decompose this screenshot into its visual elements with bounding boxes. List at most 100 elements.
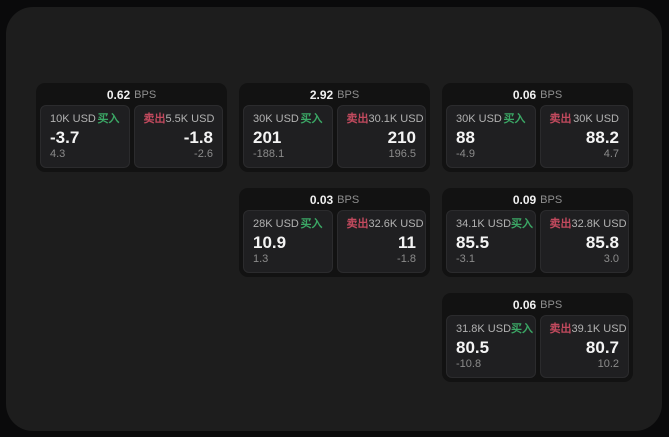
sell-delta: -1.8 (397, 253, 416, 265)
sell-side-label: 卖出 (549, 113, 572, 125)
sell-panel[interactable]: 卖出 32.8K USD 85.8 3.0 (539, 210, 629, 273)
sell-side-label: 卖出 (346, 218, 369, 230)
bps-value: 0.03 (309, 193, 334, 207)
bps-value: 0.09 (512, 193, 537, 207)
bps-header: 0.06 BPS (445, 296, 630, 314)
quote-card-body: 30K USD 买入 88 -4.9 卖出 30K USD 88.2 4.7 (445, 104, 630, 169)
sell-price: 80.7 (585, 338, 619, 357)
bps-unit-label: BPS (337, 89, 360, 101)
sell-panel[interactable]: 卖出 30.1K USD 210 196.5 (336, 105, 426, 168)
sell-price: 88.2 (585, 128, 619, 147)
sell-side-label: 卖出 (549, 218, 572, 230)
sell-side-label: 卖出 (549, 323, 572, 335)
sell-price: 210 (387, 128, 416, 147)
buy-panel[interactable]: 31.8K USD 买入 80.5 -10.8 (446, 315, 536, 378)
sell-delta: 4.7 (603, 148, 619, 160)
sell-panel[interactable]: 卖出 30K USD 88.2 4.7 (539, 105, 629, 168)
bps-unit-label: BPS (134, 89, 157, 101)
bps-unit-label: BPS (540, 299, 563, 311)
sell-amount: 5.5K USD (165, 113, 215, 125)
bps-header: 0.03 BPS (242, 191, 427, 209)
quotes-grid: 0.62 BPS 10K USD 买入 -3.7 4.3 卖出 5.5K USD… (36, 83, 633, 382)
buy-side-label: 买入 (97, 113, 120, 125)
buy-price: -3.7 (50, 128, 80, 147)
sell-side-label: 卖出 (346, 113, 369, 125)
bps-header: 0.62 BPS (39, 86, 224, 104)
sell-delta: -2.6 (194, 148, 213, 160)
sell-delta: 196.5 (388, 148, 416, 160)
sell-delta: 10.2 (597, 358, 619, 370)
bps-value: 0.62 (106, 88, 131, 102)
sell-price: 85.8 (585, 233, 619, 252)
sell-amount: 39.1K USD (571, 323, 627, 335)
buy-panel[interactable]: 34.1K USD 买入 85.5 -3.1 (446, 210, 536, 273)
quote-card-body: 10K USD 买入 -3.7 4.3 卖出 5.5K USD -1.8 -2.… (39, 104, 224, 169)
quote-card-body: 34.1K USD 买入 85.5 -3.1 卖出 32.8K USD 85.8… (445, 209, 630, 274)
sell-panel-top-row: 卖出 39.1K USD (549, 323, 627, 336)
buy-amount: 31.8K USD (456, 323, 512, 335)
buy-delta: -4.9 (456, 148, 475, 160)
bps-unit-label: BPS (337, 194, 360, 206)
buy-delta: -188.1 (253, 148, 285, 160)
buy-panel-top-row: 30K USD 买入 (253, 113, 323, 126)
sell-panel[interactable]: 卖出 5.5K USD -1.8 -2.6 (133, 105, 223, 168)
buy-price: 80.5 (456, 338, 490, 357)
buy-side-label: 买入 (511, 323, 534, 335)
buy-panel-top-row: 31.8K USD 买入 (456, 323, 533, 336)
bps-header: 0.06 BPS (445, 86, 630, 104)
sell-amount: 30.1K USD (368, 113, 424, 125)
buy-side-label: 买入 (503, 113, 526, 125)
sell-price: -1.8 (183, 128, 213, 147)
sell-panel-top-row: 卖出 30.1K USD (346, 113, 424, 126)
buy-panel-top-row: 28K USD 买入 (253, 218, 323, 231)
buy-price: 88 (456, 128, 475, 147)
quote-card[interactable]: 0.03 BPS 28K USD 买入 10.9 1.3 卖出 32.6K US… (239, 188, 430, 277)
buy-panel-top-row: 30K USD 买入 (456, 113, 526, 126)
buy-panel-top-row: 34.1K USD 买入 (456, 218, 533, 231)
sell-price: 11 (398, 233, 416, 252)
buy-price: 201 (253, 128, 282, 147)
sell-panel-top-row: 卖出 32.6K USD (346, 218, 424, 231)
sell-amount: 32.6K USD (368, 218, 424, 230)
buy-panel-top-row: 10K USD 买入 (50, 113, 120, 126)
sell-delta: 3.0 (603, 253, 619, 265)
buy-price: 10.9 (253, 233, 287, 252)
sell-panel[interactable]: 卖出 32.6K USD 11 -1.8 (336, 210, 426, 273)
sell-panel-top-row: 卖出 5.5K USD (143, 113, 215, 126)
quote-card[interactable]: 0.09 BPS 34.1K USD 买入 85.5 -3.1 卖出 32.8K… (442, 188, 633, 277)
sell-side-label: 卖出 (143, 113, 166, 125)
quote-card[interactable]: 0.06 BPS 30K USD 买入 88 -4.9 卖出 30K USD 8… (442, 83, 633, 172)
buy-side-label: 买入 (300, 113, 323, 125)
buy-panel[interactable]: 28K USD 买入 10.9 1.3 (243, 210, 333, 273)
sell-panel[interactable]: 卖出 39.1K USD 80.7 10.2 (539, 315, 629, 378)
quote-card-body: 28K USD 买入 10.9 1.3 卖出 32.6K USD 11 -1.8 (242, 209, 427, 274)
sell-amount: 32.8K USD (571, 218, 627, 230)
bps-unit-label: BPS (540, 89, 563, 101)
sell-panel-top-row: 卖出 30K USD (550, 113, 620, 126)
bps-value: 0.06 (512, 88, 537, 102)
buy-amount: 30K USD (253, 113, 299, 125)
bps-unit-label: BPS (540, 194, 563, 206)
buy-delta: 4.3 (50, 148, 66, 160)
app-window: 0.62 BPS 10K USD 买入 -3.7 4.3 卖出 5.5K USD… (6, 7, 662, 431)
quote-card[interactable]: 0.62 BPS 10K USD 买入 -3.7 4.3 卖出 5.5K USD… (36, 83, 227, 172)
bps-value: 2.92 (309, 88, 334, 102)
quote-card[interactable]: 2.92 BPS 30K USD 买入 201 -188.1 卖出 30.1K … (239, 83, 430, 172)
buy-panel[interactable]: 10K USD 买入 -3.7 4.3 (40, 105, 130, 168)
bps-header: 0.09 BPS (445, 191, 630, 209)
buy-amount: 34.1K USD (456, 218, 512, 230)
quote-card-body: 31.8K USD 买入 80.5 -10.8 卖出 39.1K USD 80.… (445, 314, 630, 379)
quote-card-body: 30K USD 买入 201 -188.1 卖出 30.1K USD 210 1… (242, 104, 427, 169)
buy-price: 85.5 (456, 233, 490, 252)
bps-value: 0.06 (512, 298, 537, 312)
buy-delta: -10.8 (456, 358, 482, 370)
quote-card[interactable]: 0.06 BPS 31.8K USD 买入 80.5 -10.8 卖出 39.1… (442, 293, 633, 382)
buy-amount: 30K USD (456, 113, 502, 125)
bps-header: 2.92 BPS (242, 86, 427, 104)
buy-delta: -3.1 (456, 253, 475, 265)
sell-panel-top-row: 卖出 32.8K USD (549, 218, 627, 231)
buy-panel[interactable]: 30K USD 买入 88 -4.9 (446, 105, 536, 168)
sell-amount: 30K USD (573, 113, 619, 125)
buy-panel[interactable]: 30K USD 买入 201 -188.1 (243, 105, 333, 168)
buy-side-label: 买入 (300, 218, 323, 230)
